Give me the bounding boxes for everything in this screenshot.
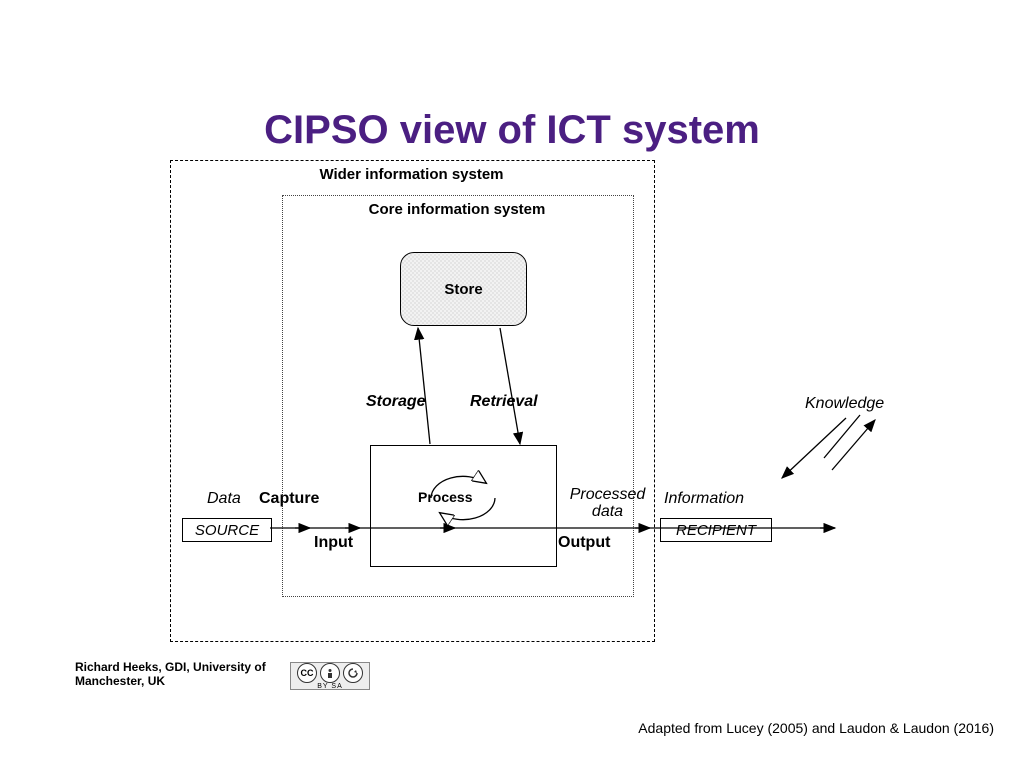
core-system-label: Core information system bbox=[282, 201, 632, 218]
sa-icon bbox=[343, 663, 363, 683]
recipient-label: RECIPIENT bbox=[676, 522, 756, 539]
cc-text: BY SA bbox=[317, 683, 343, 690]
author-credit: Richard Heeks, GDI, University of Manche… bbox=[75, 660, 290, 689]
source-box: SOURCE bbox=[182, 518, 272, 542]
page-title: CIPSO view of ICT system bbox=[0, 108, 1024, 153]
process-label: Process bbox=[418, 489, 472, 505]
process-box bbox=[370, 445, 557, 567]
retrieval-label: Retrieval bbox=[470, 393, 538, 411]
store-box: Store bbox=[400, 252, 527, 326]
processed-data-label: Processed data bbox=[560, 487, 655, 521]
knowledge-label: Knowledge bbox=[805, 395, 884, 413]
storage-label: Storage bbox=[366, 393, 426, 411]
store-label: Store bbox=[444, 281, 482, 298]
data-label: Data bbox=[207, 490, 241, 508]
adapted-credit: Adapted from Lucey (2005) and Laudon & L… bbox=[638, 720, 994, 736]
input-label: Input bbox=[314, 534, 353, 552]
title-text: CIPSO view of ICT system bbox=[264, 108, 760, 152]
cc-license-badge: CC BY SA bbox=[290, 662, 370, 690]
capture-label: Capture bbox=[259, 490, 319, 508]
wider-system-label: Wider information system bbox=[170, 166, 653, 183]
recipient-box: RECIPIENT bbox=[660, 518, 772, 542]
source-label: SOURCE bbox=[195, 522, 259, 539]
by-icon bbox=[320, 663, 340, 683]
cc-icon: CC bbox=[297, 663, 317, 683]
output-label: Output bbox=[558, 534, 610, 552]
information-label: Information bbox=[664, 490, 744, 508]
